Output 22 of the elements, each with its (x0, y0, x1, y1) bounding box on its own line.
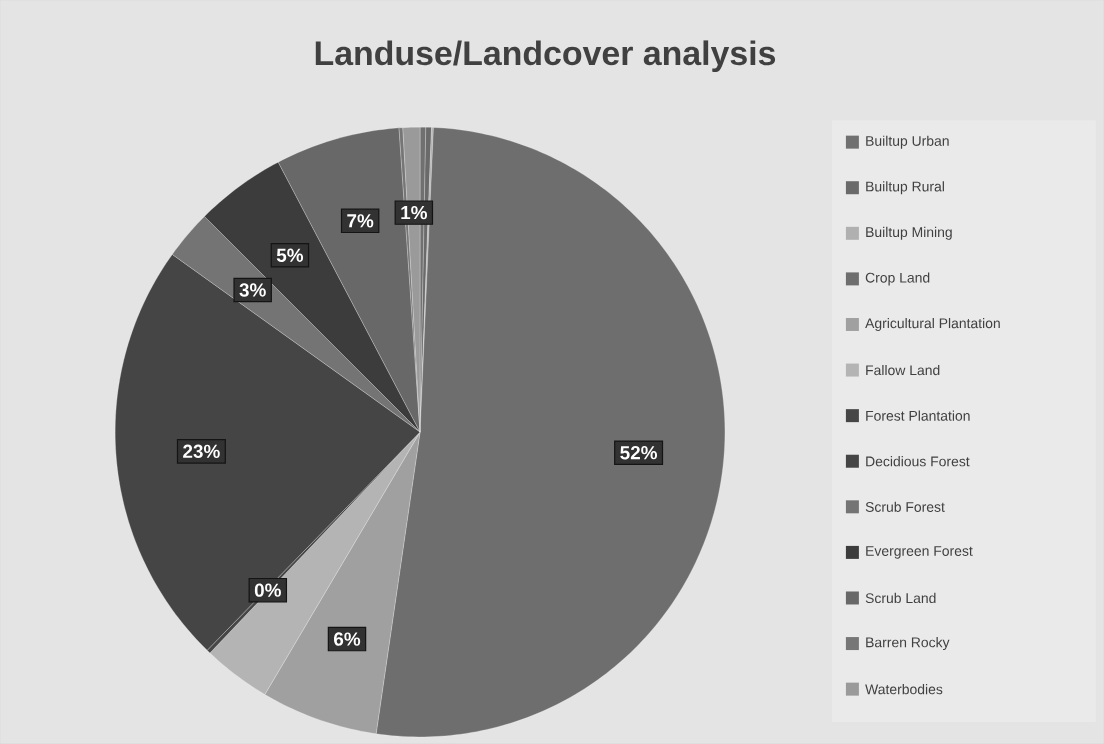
legend-label: Builtup Urban (866, 135, 949, 149)
data-label: 1% (401, 205, 427, 220)
legend-label: Decidious Forest (866, 456, 970, 467)
data-label: 52% (620, 445, 658, 460)
legend-label: Fallow Land (866, 364, 940, 376)
chart-title: Landuse/Landcover analysis (315, 40, 776, 72)
data-label: 7% (347, 214, 374, 228)
legend-label: Waterbodies (865, 683, 943, 695)
data-label: 0% (254, 583, 281, 597)
legend-label: Evergreen Forest (866, 546, 973, 559)
legend-label: Scrub Forest (865, 501, 945, 512)
data-label: 3% (239, 283, 266, 297)
legend-label: Builtup Mining (866, 226, 952, 240)
legend-label: Crop Land (865, 272, 930, 286)
data-label: 5% (276, 248, 304, 262)
legend-label: Barren Rocky (866, 637, 950, 650)
data-label: 6% (334, 632, 361, 646)
legend-label: Agricultural Plantation (865, 317, 1000, 331)
legend-label: Forest Plantation (866, 410, 970, 421)
legend-label: Builtup Rural (866, 181, 944, 195)
legend-label: Scrub Land (865, 592, 936, 604)
data-label: 23% (183, 444, 220, 458)
